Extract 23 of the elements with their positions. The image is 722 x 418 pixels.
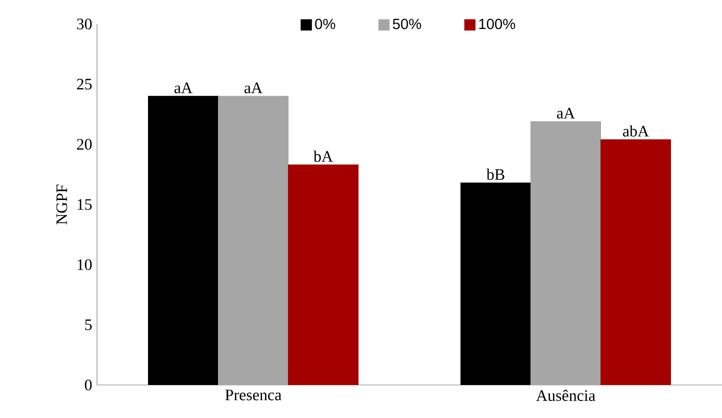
x-tick-label: Presenca xyxy=(225,390,282,400)
data-label: bB xyxy=(486,168,504,180)
y-tick-label: 20 xyxy=(77,138,92,150)
data-label: bA xyxy=(313,150,333,162)
y-tick-label: 15 xyxy=(78,199,92,210)
y-tick-label: 0 xyxy=(84,380,92,390)
data-label: abA xyxy=(622,125,649,137)
y-tick-label: 5 xyxy=(85,320,92,330)
y-tick-label: 10 xyxy=(78,259,92,270)
bar xyxy=(288,164,359,385)
data-label: aA xyxy=(556,108,575,119)
legend-label: 0% xyxy=(315,18,336,30)
data-label: aA xyxy=(174,82,192,94)
bar xyxy=(148,96,219,385)
legend-label: 50% xyxy=(392,18,422,30)
legend-label: 100% xyxy=(479,18,516,30)
x-tick-label: Ausência xyxy=(536,390,596,401)
bar xyxy=(600,139,672,385)
y-tick-label: 25 xyxy=(77,78,92,90)
data-label: aA xyxy=(244,82,262,94)
bar xyxy=(460,182,532,385)
y-tick-label: 30 xyxy=(77,18,92,30)
y-axis-title: NGPF xyxy=(56,184,68,224)
